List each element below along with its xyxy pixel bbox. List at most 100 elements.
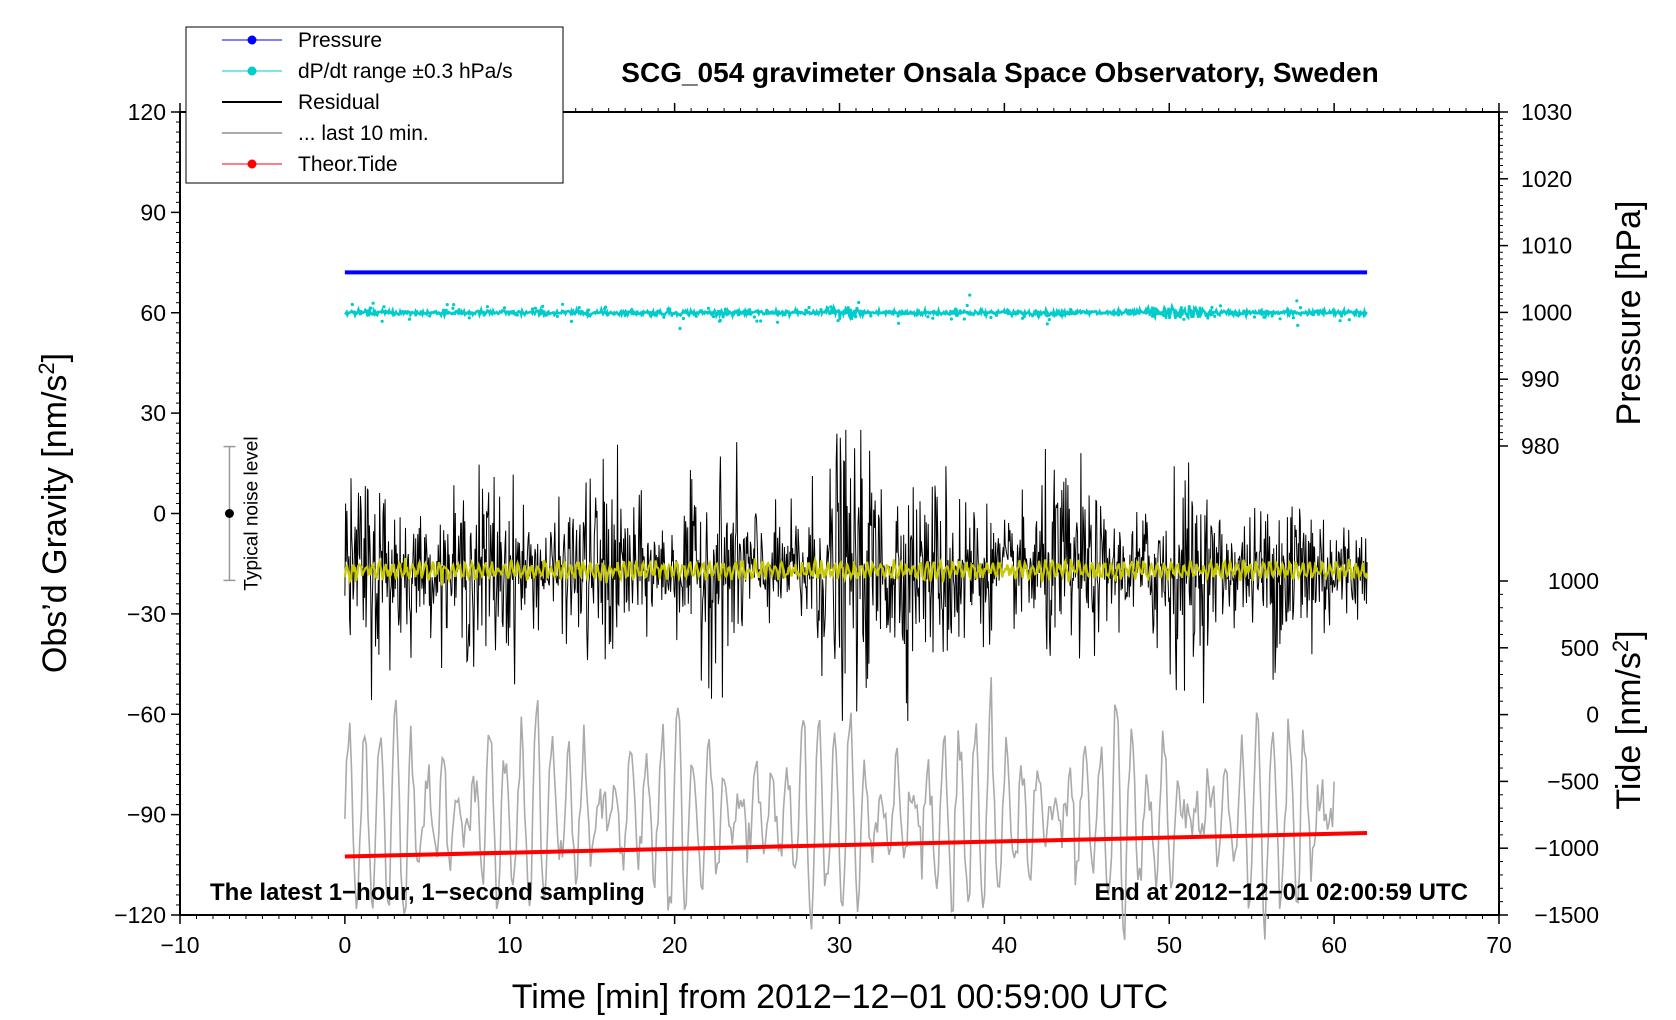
x-tick-label: 60 — [1321, 932, 1347, 958]
dpdt-point — [419, 310, 423, 314]
pressure-tick-label: 990 — [1521, 366, 1559, 392]
dpdt-point — [755, 319, 759, 323]
dpdt-point — [765, 309, 769, 313]
left-axis-title-sup: 2 — [34, 362, 59, 374]
tide-tick-label: 500 — [1561, 635, 1599, 661]
dpdt-point — [965, 303, 969, 308]
tide-axis-title-main: Tide [nm/s — [1610, 652, 1648, 809]
left-tick-label: 90 — [140, 199, 166, 225]
x-tick-labels: −10 0 10 20 30 40 50 60 70 — [160, 932, 1511, 958]
dpdt-point — [1271, 312, 1275, 316]
legend-box — [185, 26, 564, 184]
x-tick-label: 0 — [338, 932, 351, 958]
dpdt-point — [646, 310, 650, 314]
dpdt-point — [482, 313, 486, 317]
tide-tick-label: 1000 — [1548, 568, 1599, 594]
dpdt-point — [441, 308, 445, 312]
pressure-tick-label: 1020 — [1521, 166, 1572, 192]
dpdt-point — [1352, 310, 1357, 314]
dpdt-point — [759, 319, 763, 323]
dpdt-point — [896, 314, 900, 318]
noise-bar-label: Typical noise level — [241, 436, 262, 590]
left-tick-label: −90 — [127, 802, 166, 828]
legend-label: Theor.Tide — [298, 153, 398, 176]
legend-label: ... last 10 min. — [298, 122, 429, 145]
dpdt-point — [653, 313, 657, 317]
dpdt-point — [829, 305, 833, 309]
dpdt-point — [949, 317, 954, 321]
dpdt-point — [887, 310, 892, 314]
dpdt-point — [1213, 314, 1217, 318]
dpdt-point — [452, 303, 456, 307]
dpdt-point — [857, 300, 861, 305]
dpdt-point — [1252, 315, 1257, 319]
legend-items: Pressure dP/dt range ±0.3 hPa/s Residual..… — [222, 29, 513, 176]
dpdt-point — [1069, 308, 1073, 312]
dpdt-point — [555, 314, 560, 318]
dpdt-point — [1074, 310, 1078, 314]
dpdt-point — [1195, 312, 1199, 316]
dpdt-point — [862, 309, 866, 313]
dpdt-point — [1262, 315, 1266, 319]
dpdt-point — [541, 304, 545, 308]
dpdt-point — [994, 312, 998, 316]
dpdt-point — [897, 321, 901, 325]
dpdt-point — [1296, 323, 1300, 327]
dpdt-point — [678, 326, 682, 331]
dpdt-point — [752, 315, 757, 319]
tide-tick-label: 0 — [1586, 702, 1599, 728]
dpdt-point — [445, 303, 449, 307]
data-series — [343, 270, 1369, 940]
x-tick-label: −10 — [160, 932, 199, 958]
dpdt-point — [515, 313, 519, 317]
dpdt-point — [747, 312, 752, 316]
dpdt-point — [931, 316, 935, 320]
dpdt-point — [519, 311, 523, 315]
dpdt-point — [1313, 310, 1317, 314]
dpdt-point — [380, 319, 384, 323]
dpdt-point — [776, 320, 780, 324]
dpdt-point — [485, 309, 489, 313]
dpdt-point — [1210, 305, 1214, 309]
x-tick-label: 20 — [662, 932, 688, 958]
dpdt-point — [1270, 314, 1274, 318]
left-tick-label: 30 — [140, 400, 166, 426]
dpdt-point — [1236, 313, 1240, 317]
dpdt-point — [765, 311, 769, 315]
dpdt-point — [1049, 311, 1054, 315]
dpdt-point — [958, 309, 962, 313]
dpdt-point — [538, 312, 542, 316]
pressure-tick-label: 1000 — [1521, 299, 1572, 325]
left-axis-title: Obs’d Gravity [nm/s2] — [34, 353, 74, 673]
dpdt-point — [736, 313, 740, 317]
dpdt-point — [718, 319, 722, 323]
left-tick-label: −120 — [114, 902, 166, 928]
dpdt-point — [711, 315, 716, 319]
dpdt-point — [1018, 310, 1022, 314]
tide-axis-title: Tide [nm/s2] — [1608, 630, 1648, 809]
tide-tick-label: −500 — [1547, 768, 1599, 794]
dpdt-point — [428, 314, 432, 318]
dpdt-point — [373, 312, 377, 316]
dpdt-point — [807, 305, 811, 310]
x-tick-label: 10 — [497, 932, 523, 958]
dpdt-point — [1162, 313, 1166, 317]
series-residual — [344, 429, 1368, 721]
dpdt-point — [603, 307, 607, 311]
legend: Pressure dP/dt range ±0.3 hPa/s Residual..… — [185, 26, 564, 184]
dpdt-point — [649, 312, 654, 316]
dpdt-point — [451, 306, 455, 310]
left-axis-title-end: ] — [36, 353, 74, 362]
dpdt-point — [1022, 315, 1026, 319]
dpdt-point — [1012, 311, 1017, 316]
dpdt-point — [351, 310, 356, 314]
dpdt-point — [467, 316, 471, 320]
series-dpdt-range — [344, 302, 1368, 322]
legend-marker — [247, 35, 257, 45]
tide-tick-label: −1500 — [1534, 902, 1599, 928]
dpdt-point — [1298, 306, 1303, 310]
dpdt-point — [962, 317, 966, 321]
dpdt-point — [511, 310, 515, 314]
dpdt-point — [407, 317, 412, 321]
